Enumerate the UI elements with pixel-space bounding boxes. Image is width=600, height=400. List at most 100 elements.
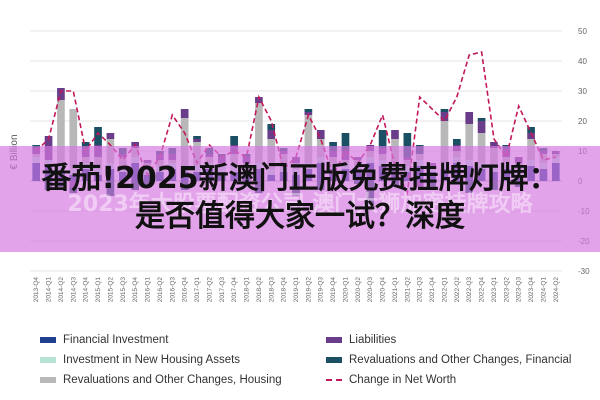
x-tick-label: 2013-Q4 [33,277,40,303]
bar-segment [453,139,461,145]
x-tick-labels: 2013-Q4 2014-Q1 2014-Q2 2014-Q3 2014-Q4 2015-… [33,277,560,303]
y-tick-label: 30 [578,87,587,96]
bar-segment [341,133,350,151]
x-tick-label: 2015-Q2 [107,277,114,303]
bar-segment [440,109,449,112]
legend-item: Revaluations and Other Changes, Financia… [326,354,571,366]
bar-segment [94,127,102,145]
bar-segment [57,88,65,100]
x-tick-label: 2020-Q2 [355,277,362,303]
y-tick-label: 50 [578,27,587,36]
x-tick-label: 2017-Q2 [206,277,213,303]
x-tick-label: 2021-Q1 [392,277,399,303]
x-tick-label: 2016-Q2 [157,277,164,303]
bar-segment [477,121,486,133]
legend-swatch [326,378,342,381]
x-tick-label: 2014-Q4 [83,277,90,303]
bar-segment [440,121,449,163]
legend-item: Change in Net Worth [326,374,456,386]
x-tick-label: 2022-Q1 [442,277,449,303]
x-tick-label: 2018-Q4 [281,277,288,303]
bar-segment [304,109,313,112]
x-tick-label: 2019-Q4 [330,277,337,303]
x-tick-label: 2020-Q1 [343,277,350,303]
y-tick-label: -30 [578,267,590,276]
bar-segment [255,97,263,103]
x-tick-label: 2024-Q2 [553,277,560,303]
legend-label: Revaluations and Other Changes, Financia… [349,354,572,366]
x-tick-label: 2021-Q4 [429,277,436,303]
x-tick-label: 2023-Q1 [491,277,498,303]
x-tick-label: 2022-Q2 [454,277,461,303]
bar-segment [477,118,486,121]
legend-item: Financial Investment [40,334,168,346]
bar-segment [267,124,276,130]
x-tick-label: 2014-Q3 [70,277,77,303]
legend-swatch [326,336,342,343]
legend-label: Revaluations and Other Changes, Housing [63,374,282,386]
x-tick-label: 2019-Q1 [293,277,300,303]
x-tick-label: 2014-Q1 [46,277,53,303]
x-tick-label: 2020-Q3 [367,277,374,303]
overlay-watermark: 2023年大股票配资公司 澳门大狮加密挂牌攻略 [67,192,533,217]
x-tick-label: 2016-Q3 [169,277,176,303]
x-tick-label: 2024-Q1 [540,277,547,303]
bar-segment [316,130,325,139]
overlay-title: 番茄!2025新澳门正版免费挂牌灯牌：是否值得大家一试？深度 [41,161,559,234]
x-tick-label: 2015-Q4 [132,277,139,303]
x-tick-label: 2014-Q2 [58,277,65,303]
legend-label: Change in Net Worth [349,374,457,386]
x-tick-label: 2017-Q1 [194,277,201,303]
x-tick-label: 2016-Q1 [145,277,152,303]
bar-segment [490,142,498,148]
bar-segment [69,109,78,169]
x-tick-label: 2021-Q3 [417,277,424,303]
x-tick-label: 2023-Q4 [528,277,535,303]
x-tick-label: 2018-Q3 [268,277,275,303]
bar-segment [81,142,90,148]
x-tick-label: 2023-Q2 [503,277,510,303]
legend-item: Liabilities [326,334,396,346]
bar-segment [193,136,201,139]
bar-segment [465,124,474,160]
y-tick-label: 20 [578,117,587,126]
bar-segment [255,103,263,163]
bar-segment [527,133,535,139]
x-tick-label: 2018-Q1 [244,277,251,303]
bar-segment [180,109,189,118]
bar-segment [106,133,115,139]
x-tick-label: 2023-Q3 [516,277,523,303]
legend-label: Liabilities [349,334,397,346]
bar-segment [180,118,189,166]
bar-segment [193,139,201,142]
legend-item: Investment in New Housing Assets [40,354,240,366]
bar-segment [230,136,238,145]
bar-segment [465,112,474,124]
legend-label: Investment in New Housing Assets [63,354,241,366]
bar-segment [391,130,399,139]
bar-segment [304,115,313,163]
x-tick-label: 2017-Q4 [231,277,238,303]
bar-segment [440,112,449,121]
x-tick-label: 2018-Q2 [256,277,263,303]
bar-segment [57,100,65,166]
legend-swatch [326,356,342,363]
bar-segment [267,130,276,139]
legend-swatch [40,376,56,383]
x-tick-label: 2017-Q3 [219,277,226,303]
x-tick-label: 2020-Q4 [380,277,387,303]
x-tick-label: 2019-Q3 [318,277,325,303]
x-tick-label: 2022-Q4 [479,277,486,303]
x-tick-label: 2016-Q4 [182,277,189,303]
legend-label: Financial Investment [63,334,169,346]
x-tick-label: 2015-Q1 [95,277,102,303]
y-tick-label: 40 [578,57,587,66]
bar-segment [403,133,412,157]
x-tick-label: 2021-Q2 [404,277,411,303]
x-tick-label: 2015-Q3 [120,277,127,303]
x-tick-label: 2022-Q3 [466,277,473,303]
legend-swatch [40,356,56,363]
legend-item: Revaluations and Other Changes, Housing [40,374,282,386]
legend-swatch [40,336,56,343]
overlay-banner [0,146,600,252]
